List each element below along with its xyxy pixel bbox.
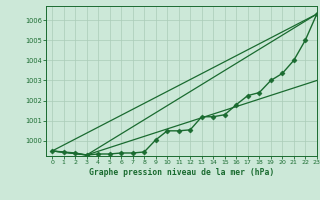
X-axis label: Graphe pression niveau de la mer (hPa): Graphe pression niveau de la mer (hPa) [89,168,274,177]
